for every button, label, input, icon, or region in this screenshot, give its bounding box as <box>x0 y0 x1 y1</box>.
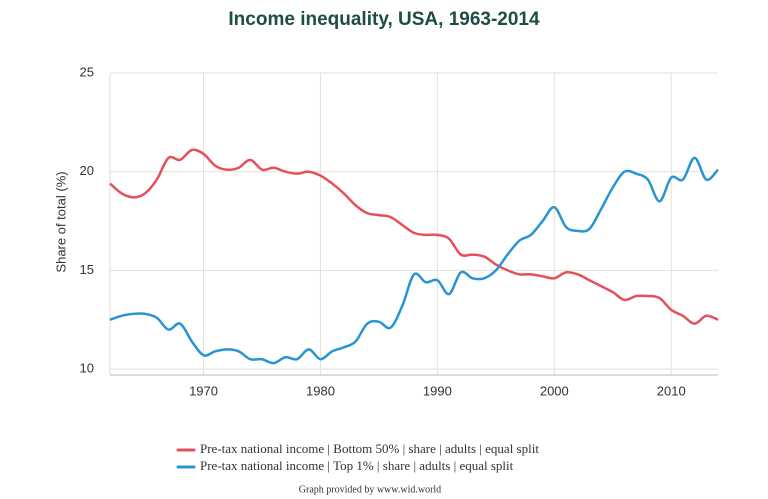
x-tick-label: 1980 <box>306 383 335 398</box>
y-tick-label: 15 <box>80 262 94 277</box>
legend-label: Pre-tax national income | Top 1% | share… <box>200 458 514 473</box>
series-line <box>109 156 719 365</box>
y-tick-label: 25 <box>80 64 94 79</box>
x-tick-label: 1970 <box>189 383 218 398</box>
series-line <box>109 148 719 325</box>
y-tick-label: 20 <box>80 163 94 178</box>
y-tick-label: 10 <box>80 361 94 376</box>
y-axis-label: Share of total (%) <box>53 171 68 272</box>
x-tick-label: 1990 <box>423 383 452 398</box>
x-tick-label: 2010 <box>657 383 686 398</box>
legend-label: Pre-tax national income | Bottom 50% | s… <box>200 441 539 456</box>
chart-title: Income inequality, USA, 1963-2014 <box>228 9 540 30</box>
x-tick-label: 2000 <box>540 383 569 398</box>
credit: Graph provided by www.wid.world <box>299 484 441 495</box>
